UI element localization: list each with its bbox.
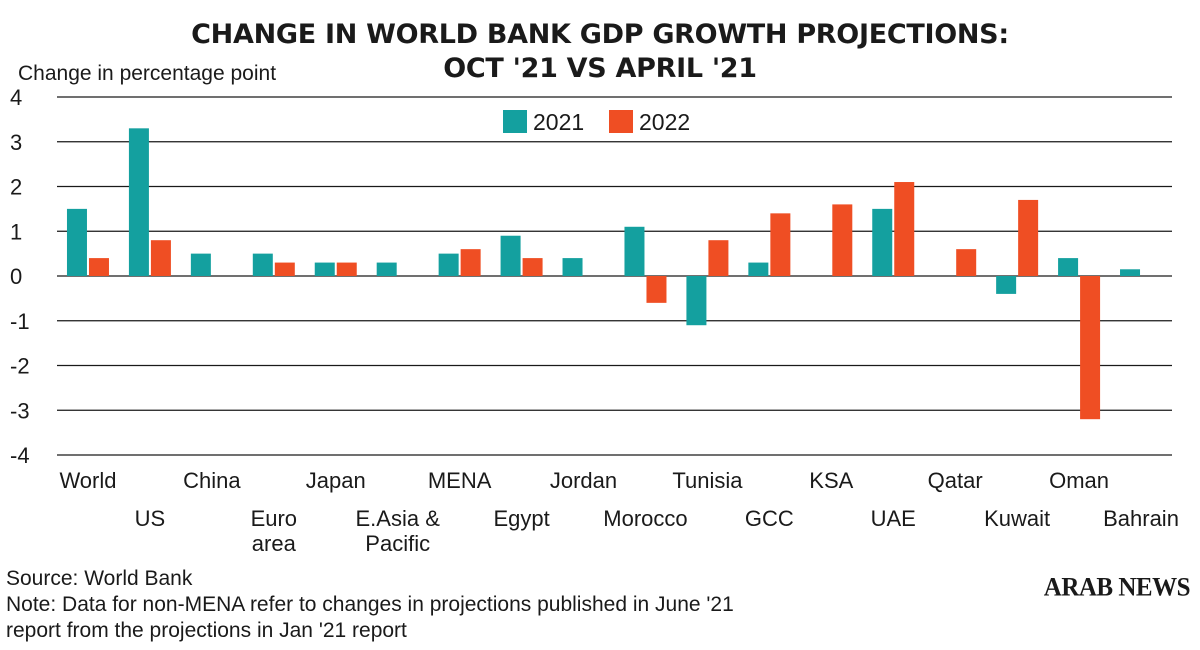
bar-2022 <box>894 182 915 276</box>
bar-2022 <box>336 262 357 276</box>
x-tick-label: Egypt <box>493 506 549 531</box>
gridlines <box>57 96 1172 456</box>
bar-2021 <box>438 253 459 276</box>
y-axis-ticks: 4 3 2 1 0 -1 -2 -3 -4 <box>10 85 30 468</box>
x-tick-label: Jordan <box>550 468 617 493</box>
bar-2021 <box>252 253 273 276</box>
note-line-1: Note: Data for non-MENA refer to changes… <box>6 593 734 616</box>
bar-2021 <box>66 208 87 276</box>
y-tick-label: 0 <box>10 264 22 289</box>
bar-2021 <box>686 276 707 326</box>
bar-2021 <box>872 208 893 276</box>
x-tick-label: Kuwait <box>984 506 1050 531</box>
note-line-2: report from the projections in Jan '21 r… <box>6 619 407 642</box>
x-tick-label: Morocco <box>603 506 687 531</box>
footer: Source: World Bank Note: Data for non-ME… <box>6 566 734 644</box>
x-tick-label: UAE <box>871 506 916 531</box>
x-tick-label: World <box>59 468 116 493</box>
bar-2022 <box>274 262 295 276</box>
x-tick-label: Bahrain <box>1103 506 1179 531</box>
y-tick-label: -3 <box>10 398 30 423</box>
x-tick-label: GCC <box>745 506 794 531</box>
bar-2021 <box>996 276 1017 294</box>
legend-label-2022: 2022 <box>639 109 690 135</box>
x-tick-label: Pacific <box>365 531 430 556</box>
bar-2021 <box>562 258 583 276</box>
chart-title-line1: CHANGE IN WORLD BANK GDP GROWTH PROJECTI… <box>191 19 1009 50</box>
y-tick-label: -2 <box>10 354 30 379</box>
x-tick-label: China <box>183 468 241 493</box>
bar-2022 <box>1080 276 1101 420</box>
x-tick-label: E.Asia & <box>356 506 441 531</box>
chart-title-line2: OCT '21 VS APRIL '21 <box>443 53 757 84</box>
y-tick-label: -1 <box>10 309 30 334</box>
legend-swatch-2021 <box>503 110 527 133</box>
y-axis-label: Change in percentage point <box>18 62 276 85</box>
bar-2022 <box>522 258 543 276</box>
bar-2021 <box>1058 258 1079 276</box>
bar-2022 <box>832 204 853 276</box>
x-tick-label: Japan <box>306 468 366 493</box>
bar-2021 <box>748 262 769 276</box>
x-tick-label: Tunisia <box>672 468 743 493</box>
bar-2021 <box>190 253 211 276</box>
source-text: Source: World Bank <box>6 567 193 590</box>
bars <box>66 128 1141 420</box>
y-tick-label: -4 <box>10 443 30 468</box>
bar-chart: Change in percentage point 4 3 2 1 0 -1 -2 -3 -4… <box>10 62 1179 556</box>
bar-2021 <box>500 235 521 276</box>
bar-2021 <box>376 262 397 276</box>
bar-2022 <box>708 240 729 276</box>
arab-news-logo: ARAB NEWS <box>1043 573 1191 602</box>
bar-2022 <box>150 240 171 276</box>
bar-2021 <box>1120 269 1141 276</box>
x-tick-label: Euro <box>251 506 297 531</box>
x-tick-label: area <box>252 531 297 556</box>
bar-2022 <box>770 213 791 276</box>
y-tick-label: 4 <box>10 85 22 110</box>
bar-2022 <box>646 276 667 303</box>
bar-2022 <box>460 249 481 276</box>
y-tick-label: 1 <box>10 219 22 244</box>
x-tick-label: MENA <box>428 468 492 493</box>
y-tick-label: 2 <box>10 175 22 200</box>
chart-title: CHANGE IN WORLD BANK GDP GROWTH PROJECTI… <box>0 18 1200 86</box>
x-tick-label: Oman <box>1049 468 1109 493</box>
bar-2021 <box>128 128 149 276</box>
y-tick-label: 3 <box>10 130 22 155</box>
bar-2022 <box>956 249 977 276</box>
bar-2022 <box>88 258 109 276</box>
x-tick-label: US <box>135 506 166 531</box>
legend: 2021 2022 <box>503 109 690 135</box>
bar-2021 <box>624 226 645 276</box>
x-tick-label: KSA <box>809 468 853 493</box>
legend-swatch-2022 <box>609 110 633 133</box>
bar-2021 <box>314 262 335 276</box>
x-tick-label: Qatar <box>928 468 983 493</box>
legend-label-2021: 2021 <box>533 109 584 135</box>
bar-2022 <box>1018 199 1039 276</box>
